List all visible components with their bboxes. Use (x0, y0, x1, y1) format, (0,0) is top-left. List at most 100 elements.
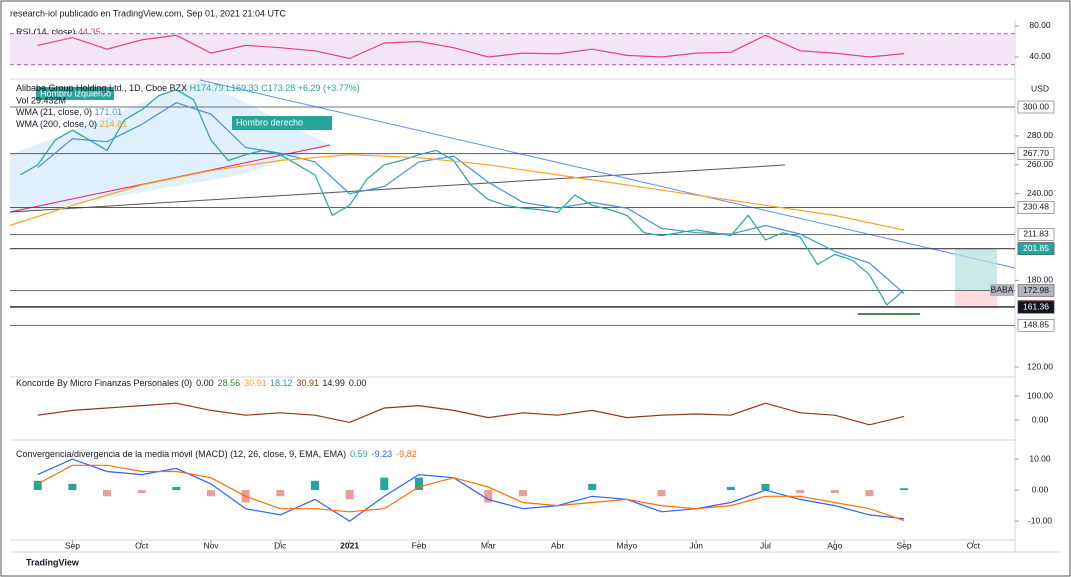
histogram-bar (900, 488, 909, 491)
y-tick-label: 180.00 (1027, 275, 1053, 285)
y-tick-label: 0.00 (1032, 414, 1049, 424)
legend-title: Koncorde By Micro Finanzas Personales (0… (16, 378, 192, 388)
histogram-bar (414, 477, 423, 491)
level-label-box (1017, 242, 1055, 256)
legend: RSI (14, close) 44.35 (16, 27, 101, 37)
series-line (37, 34, 905, 60)
histogram-bar (796, 490, 805, 494)
legend-title: WMA (21, close, 0) (16, 107, 92, 117)
x-tick-label: Abr (551, 540, 564, 550)
x-tick-label: Ago (827, 540, 842, 550)
y-tick-label: 10.00 (1029, 453, 1051, 463)
legend-value: 44.35 (78, 27, 101, 37)
y-tick-label: 260.00 (1027, 159, 1053, 169)
y-tick-label: 120.00 (1027, 361, 1053, 371)
y-tick-label: -10.00 (1028, 515, 1052, 525)
histogram-bar (345, 490, 354, 500)
x-tick-label: 2021 (340, 540, 359, 550)
legend-value: -9.23 (372, 449, 393, 459)
series-line (37, 402, 905, 426)
x-tick-label: Jun (689, 540, 703, 550)
histogram-bar (207, 490, 215, 497)
y-tick-label: 40.00 (1029, 51, 1051, 61)
symbol-label: BABA (991, 284, 1014, 294)
footer: TradingView (26, 557, 80, 567)
annotation-box (232, 116, 332, 130)
trend-line (9, 164, 786, 213)
x-tick-label: Nov (203, 540, 219, 550)
y-tick-label: 80.00 (1029, 20, 1051, 30)
histogram-bar (103, 490, 112, 497)
annotation-box (36, 87, 114, 100)
histogram-bar (830, 490, 839, 494)
histogram-bar (276, 490, 285, 497)
series-line (9, 154, 905, 231)
level-label-box (1017, 228, 1055, 241)
trend-line (9, 144, 331, 213)
legend-title: Alibaba Group Holding Ltd., 1D, Cboe BZX (16, 83, 187, 93)
position-target (955, 248, 997, 290)
x-tick-label: Mayo (616, 540, 637, 550)
legend: Vol 29.432M (16, 95, 66, 105)
level-label-box (1017, 301, 1055, 314)
legend-value: 30.91 (244, 378, 267, 388)
histogram-bar (657, 490, 666, 497)
annotation: Hombro izquierdo (40, 88, 111, 98)
histogram-bar (33, 480, 42, 491)
rsi-band (10, 33, 1015, 65)
histogram-bar (484, 490, 493, 503)
pane-borders (10, 20, 1062, 553)
level-label: 211.83 (1023, 229, 1049, 239)
level-label: 201.85 (1023, 243, 1049, 253)
legend-value: 171.01 (95, 107, 123, 117)
level-label-box (1017, 100, 1055, 114)
level-label: 161.36 (1023, 302, 1049, 312)
position-stop (955, 290, 997, 308)
level-label: 300.00 (1023, 101, 1049, 111)
legend-value: -9.82 (396, 449, 417, 459)
x-tick-label: Jul (760, 540, 771, 550)
level-label: 172.98 (1023, 285, 1049, 295)
level-label-box (1017, 284, 1055, 297)
x-tick-label: Sep (897, 540, 912, 550)
level-label: 148.85 (1023, 320, 1049, 330)
histogram-bar (380, 477, 389, 491)
legend-value: 18.12 (270, 378, 293, 388)
legend-value: 214.81 (100, 119, 128, 129)
x-tick-label: Oct (967, 540, 981, 550)
level-label-box (1017, 201, 1055, 214)
header: research-iol publicado en TradingView.co… (10, 8, 286, 18)
histogram-bar (137, 490, 146, 494)
histogram-bar (518, 490, 527, 497)
histogram-bar (310, 480, 319, 491)
legend: Alibaba Group Holding Ltd., 1D, Cboe BZX… (16, 83, 360, 93)
trend-line (199, 79, 1016, 269)
legend-value: 14.99 (322, 378, 345, 388)
legend-value: H174.79 L169.33 C173.28 +6.29 (+3.77%) (190, 83, 360, 93)
y-tick-label: 100.00 (1027, 390, 1053, 400)
x-tick-label: Mar (481, 540, 496, 550)
legend: Convergencia/divergencia de la media móv… (16, 449, 417, 459)
level-label: 230.48 (1023, 202, 1049, 212)
histogram-bar (865, 490, 874, 497)
legend: WMA (200, close, 0) 214.81 (16, 119, 127, 129)
series-line (37, 464, 905, 522)
series-line (37, 458, 905, 522)
legend-value: 0.59 (350, 449, 368, 459)
x-tick-label: Dic (274, 540, 287, 550)
legend-title: WMA (200, close, 0) (16, 119, 97, 129)
legend: WMA (21, close, 0) 171.01 (16, 107, 122, 117)
legend: Koncorde By Micro Finanzas Personales (0… (16, 378, 366, 388)
legend-value: 28.56 (218, 378, 241, 388)
histogram-bar (68, 483, 77, 491)
currency: USD (1031, 83, 1049, 93)
level-label-box (1017, 319, 1055, 332)
pattern-area (10, 80, 330, 215)
y-tick-label: 0.00 (1032, 484, 1049, 494)
series-line (37, 102, 905, 294)
histogram-bar (588, 483, 597, 491)
y-tick-label: 280.00 (1027, 130, 1053, 140)
histogram-bar (726, 486, 735, 491)
